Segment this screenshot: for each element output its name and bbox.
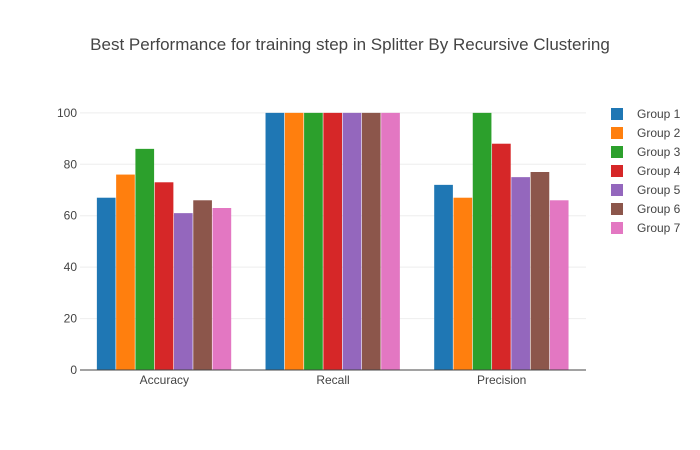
legend-item[interactable]: Group 1 <box>611 107 681 121</box>
bar[interactable] <box>193 200 212 370</box>
bar[interactable] <box>304 112 323 371</box>
legend-item[interactable]: Group 3 <box>611 145 681 159</box>
y-tick-label: 80 <box>64 157 78 171</box>
chart-title: Best Performance for training step in Sp… <box>90 35 610 54</box>
legend-swatch <box>611 222 623 234</box>
bar[interactable] <box>530 172 550 370</box>
bar[interactable] <box>323 112 343 371</box>
bar[interactable] <box>342 112 362 371</box>
bar[interactable] <box>173 213 193 370</box>
legend-label: Group 3 <box>637 145 681 159</box>
bar[interactable] <box>212 208 232 370</box>
bar[interactable] <box>434 184 453 370</box>
y-tick-label: 100 <box>57 106 77 120</box>
bar[interactable] <box>116 174 135 370</box>
y-tick-label: 60 <box>64 209 78 223</box>
legend-swatch <box>611 165 623 177</box>
legend-label: Group 4 <box>637 164 681 178</box>
bar[interactable] <box>549 200 569 370</box>
y-tick-label: 20 <box>64 312 78 326</box>
legend-swatch <box>611 184 623 196</box>
x-tick-label: Accuracy <box>140 373 189 387</box>
legend-label: Group 5 <box>637 183 681 197</box>
bar[interactable] <box>472 112 492 371</box>
bar[interactable] <box>381 112 400 371</box>
bar[interactable] <box>154 182 174 370</box>
y-tick-label: 40 <box>64 260 78 274</box>
legend-item[interactable]: Group 4 <box>611 164 681 178</box>
legend-swatch <box>611 108 623 120</box>
legend-item[interactable]: Group 2 <box>611 126 681 140</box>
legend-label: Group 6 <box>637 202 681 216</box>
axes: 0 20 40 60 80 100 Accuracy Recall Precision <box>57 106 586 387</box>
bar[interactable] <box>135 148 155 370</box>
legend-item[interactable]: Group 5 <box>611 183 681 197</box>
x-tick-label: Precision <box>477 373 526 387</box>
legend-label: Group 7 <box>637 221 681 235</box>
x-tick-label: Recall <box>316 373 349 387</box>
y-tick-label: 0 <box>70 363 77 377</box>
legend-item[interactable]: Group 6 <box>611 202 681 216</box>
bar[interactable] <box>265 112 285 371</box>
bar[interactable] <box>96 197 116 370</box>
legend-label: Group 2 <box>637 126 681 140</box>
bar[interactable] <box>453 197 473 370</box>
legend-label: Group 1 <box>637 107 681 121</box>
legend[interactable]: Group 1 Group 2 Group 3 Group 4 Group 5 Group… <box>611 107 681 235</box>
legend-swatch <box>611 203 623 215</box>
bar[interactable] <box>361 112 381 371</box>
bar[interactable] <box>511 177 530 370</box>
bar[interactable] <box>284 112 304 371</box>
legend-swatch <box>611 146 623 158</box>
legend-item[interactable]: Group 7 <box>611 221 681 235</box>
bars <box>96 112 569 371</box>
legend-swatch <box>611 127 623 139</box>
bar[interactable] <box>492 143 511 370</box>
